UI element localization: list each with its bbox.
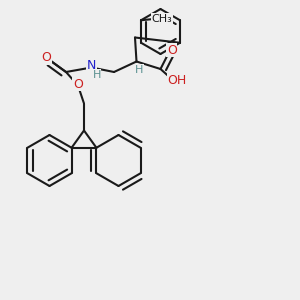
Text: H: H	[135, 64, 144, 75]
Text: O: O	[73, 77, 83, 91]
Text: OH: OH	[167, 74, 187, 87]
Text: O: O	[167, 44, 177, 57]
Text: CH₃: CH₃	[152, 14, 172, 24]
Text: H: H	[92, 70, 101, 80]
Text: N: N	[87, 58, 96, 72]
Text: O: O	[42, 51, 51, 64]
